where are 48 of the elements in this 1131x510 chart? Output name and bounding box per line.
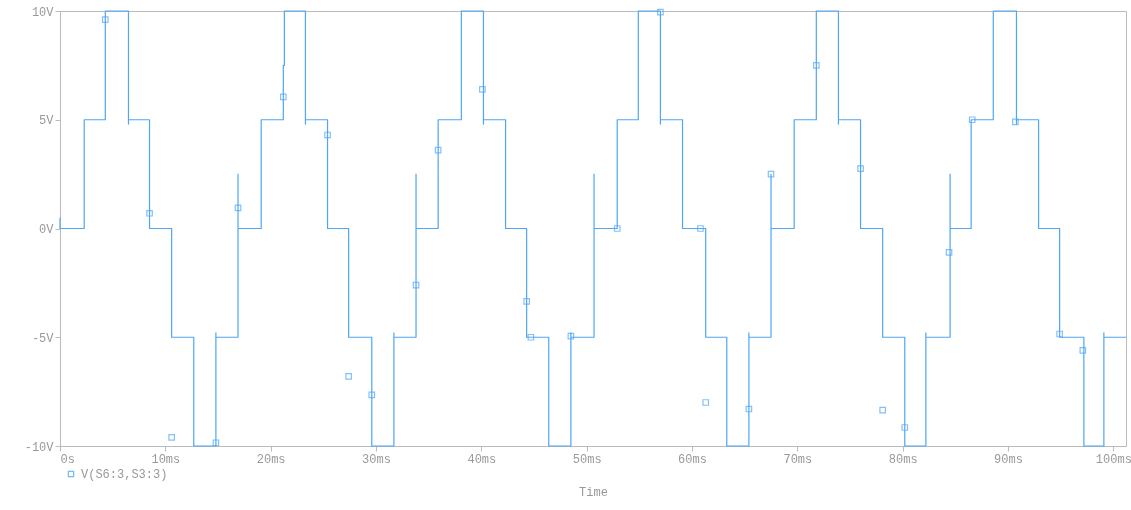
point [368, 391, 376, 399]
point [812, 62, 820, 69]
point [968, 116, 976, 124]
point [567, 332, 575, 340]
point [212, 439, 220, 447]
x-tick-label: 80ms [888, 452, 918, 467]
x-axis-title: Time [579, 485, 608, 500]
y-tick-label: -5V [31, 331, 55, 346]
x-tick-label: 40ms [467, 452, 497, 467]
x-tick-label: 50ms [572, 452, 602, 467]
point [168, 433, 175, 441]
point [702, 399, 710, 406]
point [324, 131, 331, 139]
point [745, 405, 753, 413]
point [479, 85, 486, 93]
point [345, 373, 352, 380]
point [697, 225, 704, 232]
x-tick-label: 90ms [994, 452, 1023, 467]
x-tick-label: 60ms [678, 452, 707, 467]
legend-label: V(S6:3,S3:3) [81, 468, 168, 482]
point [857, 165, 864, 173]
x-tick-label: 10ms [151, 452, 181, 467]
point [279, 93, 287, 101]
point [234, 204, 242, 212]
x-tick-label: 20ms [256, 452, 286, 467]
point [527, 333, 535, 341]
point [523, 298, 530, 305]
x-tick-label: 70ms [783, 452, 813, 467]
y-tick-label: -10V [24, 440, 55, 455]
point [767, 170, 775, 178]
y-tick-label: 5V [39, 114, 55, 129]
point [1056, 330, 1063, 338]
point [412, 281, 420, 289]
y-tick-label: 10V [31, 5, 55, 20]
point [101, 16, 109, 24]
y-tick-label: 0V [39, 223, 55, 237]
x-tick-label: 30ms [362, 452, 391, 467]
point [613, 225, 621, 232]
point [901, 424, 909, 431]
point [945, 249, 953, 256]
point [879, 406, 887, 414]
point [1079, 346, 1087, 354]
point [657, 8, 664, 16]
x-tick-label: 100ms [1095, 452, 1131, 467]
x-tick-label: 0s [60, 452, 75, 467]
point [434, 146, 442, 154]
point [146, 209, 153, 217]
point [1012, 118, 1019, 126]
